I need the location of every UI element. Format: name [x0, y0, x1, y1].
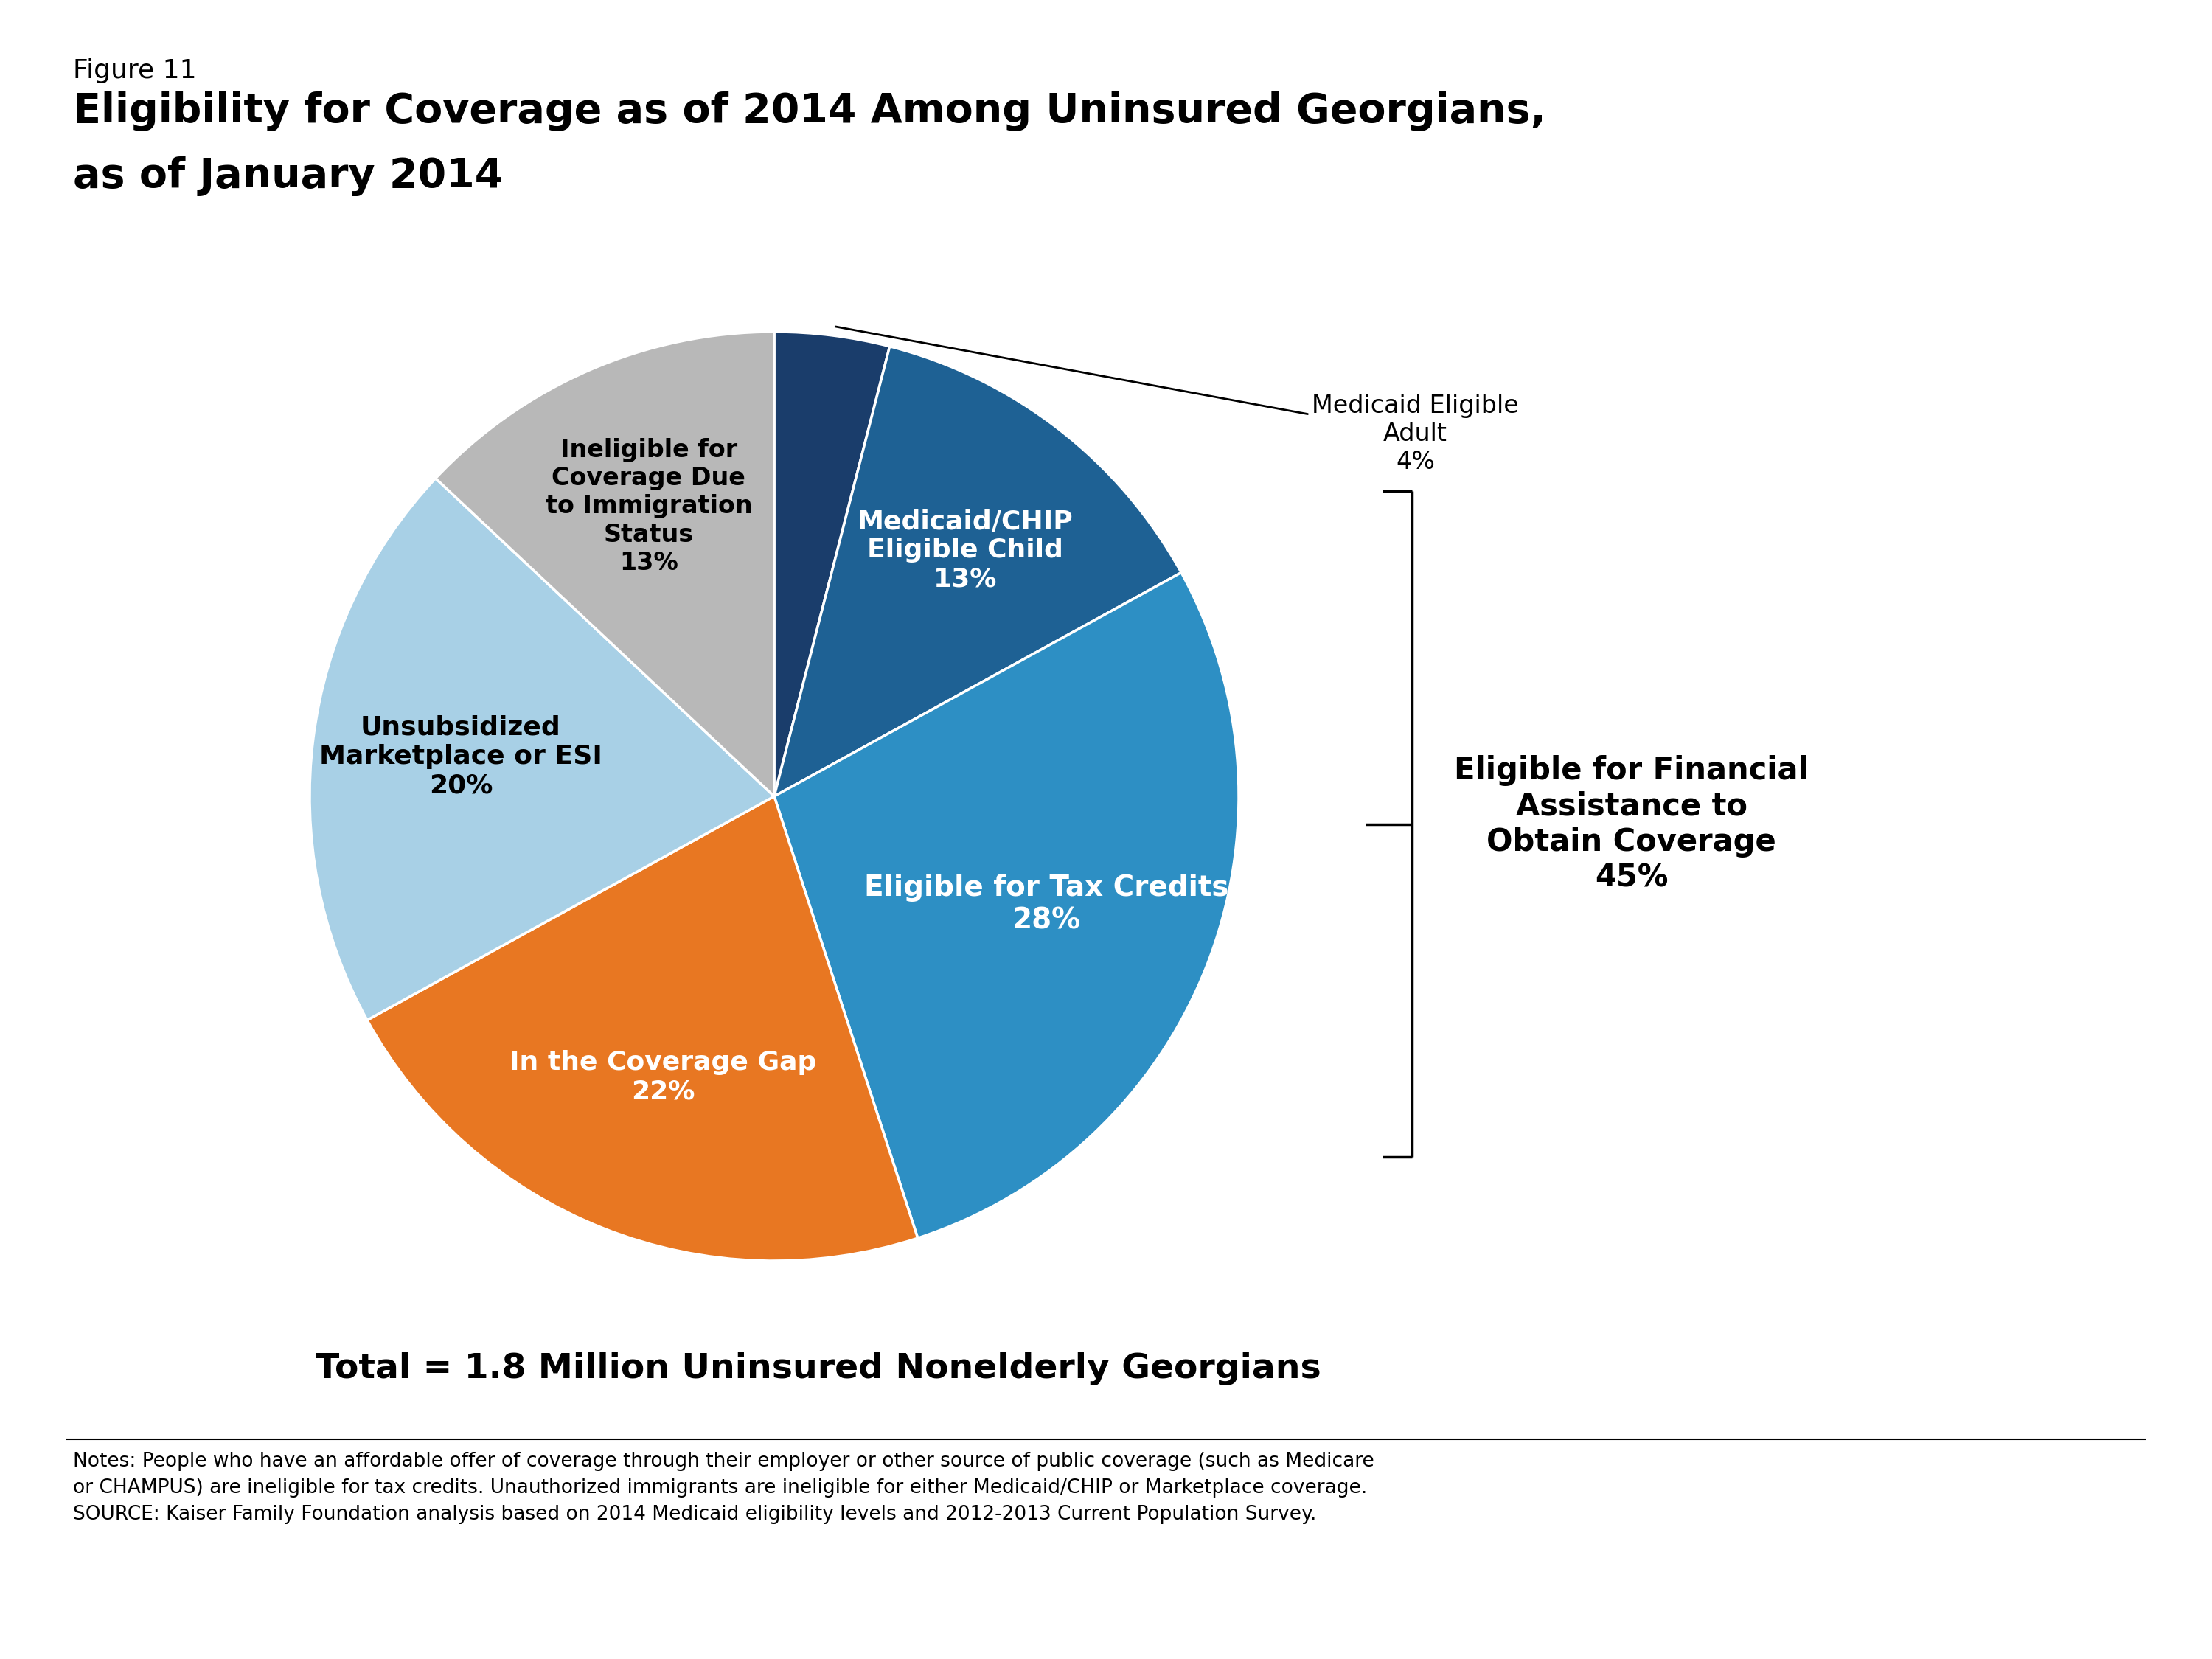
Wedge shape	[436, 332, 774, 796]
Text: Total = 1.8 Million Uninsured Nonelderly Georgians: Total = 1.8 Million Uninsured Nonelderly…	[316, 1352, 1321, 1385]
Text: Eligible for Financial
Assistance to
Obtain Coverage
45%: Eligible for Financial Assistance to Obt…	[1453, 755, 1809, 893]
Text: Eligibility for Coverage as of 2014 Among Uninsured Georgians,: Eligibility for Coverage as of 2014 Amon…	[73, 91, 1546, 131]
Text: Medicaid/CHIP
Eligible Child
13%: Medicaid/CHIP Eligible Child 13%	[856, 509, 1073, 592]
Text: FAMILY: FAMILY	[1982, 1530, 2075, 1553]
Text: Medicaid Eligible
Adult
4%: Medicaid Eligible Adult 4%	[836, 327, 1520, 474]
Text: FOUNDATION: FOUNDATION	[1989, 1588, 2068, 1601]
Wedge shape	[774, 572, 1239, 1238]
Text: Eligible for Tax Credits
28%: Eligible for Tax Credits 28%	[865, 874, 1228, 934]
Text: Ineligible for
Coverage Due
to Immigration
Status
13%: Ineligible for Coverage Due to Immigrati…	[546, 438, 752, 576]
Wedge shape	[310, 478, 774, 1020]
Wedge shape	[774, 332, 889, 796]
Text: Unsubsidized
Marketplace or ESI
20%: Unsubsidized Marketplace or ESI 20%	[319, 715, 602, 798]
Text: as of January 2014: as of January 2014	[73, 156, 502, 196]
Wedge shape	[367, 796, 918, 1261]
Text: KAISER: KAISER	[1980, 1501, 2077, 1525]
Text: Figure 11: Figure 11	[73, 58, 197, 83]
Wedge shape	[774, 347, 1181, 796]
Text: In the Coverage Gap
22%: In the Coverage Gap 22%	[509, 1050, 816, 1105]
Text: THE HENRY J.: THE HENRY J.	[1984, 1457, 2073, 1470]
Text: Notes: People who have an affordable offer of coverage through their employer or: Notes: People who have an affordable off…	[73, 1452, 1374, 1525]
